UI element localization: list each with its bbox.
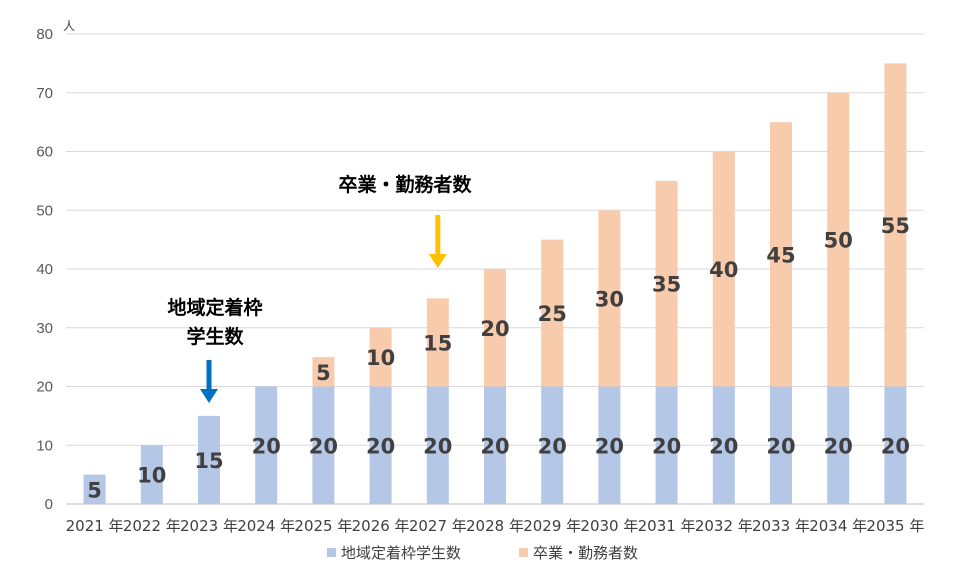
data-labels: 5 10 15 20 20 5 20 10 20 15 20 20 20 25 20 30 20 35 20 40 20… <box>87 214 910 502</box>
bar-segment <box>426 386 449 504</box>
bar-segment <box>198 415 220 504</box>
data-label: 50 <box>824 229 853 253</box>
annotation-text: 地域定着枠 <box>167 296 262 319</box>
data-label: 20 <box>538 434 567 458</box>
y-axis: 0 10 20 30 40 50 60 70 80 <box>36 26 53 513</box>
bar-segment <box>484 386 506 504</box>
y-tick-label: 40 <box>36 261 53 278</box>
x-tick-label: 2034 年 <box>809 517 867 535</box>
x-tick-label: 2024 年 <box>237 517 295 535</box>
y-tick-label: 30 <box>36 320 53 337</box>
y-tick-label: 50 <box>36 202 53 219</box>
legend-label: 卒業・勤務者数 <box>533 544 638 562</box>
bar-segment <box>541 239 564 387</box>
data-label: 45 <box>766 243 795 267</box>
annotation-arrow-head <box>200 389 218 403</box>
data-label: 15 <box>423 331 452 355</box>
data-label: 10 <box>366 346 395 370</box>
y-tick-label: 20 <box>36 379 53 396</box>
annotation-arrow-head <box>428 254 447 268</box>
x-tick-label: 2026 年 <box>352 517 410 535</box>
bar-segment <box>770 386 792 504</box>
data-label: 20 <box>652 434 681 458</box>
x-tick-label: 2032 年 <box>695 517 753 535</box>
y-tick-label: 60 <box>36 144 53 161</box>
bar-segment <box>827 92 850 387</box>
annotation-text: 卒業・勤務者数 <box>338 173 472 196</box>
y-tick-label: 70 <box>36 85 53 102</box>
legend-swatch <box>519 548 528 557</box>
bar-segment <box>83 474 106 504</box>
data-label: 20 <box>595 434 624 458</box>
annotations: 地域定着枠学生数 卒業・勤務者数 <box>167 173 472 403</box>
data-label: 20 <box>252 434 281 458</box>
x-tick-label: 2033 年 <box>752 517 810 535</box>
bars <box>83 63 907 504</box>
data-label: 20 <box>366 434 395 458</box>
data-label: 20 <box>423 434 452 458</box>
annotation-text: 学生数 <box>186 325 244 348</box>
y-unit-label: 人 <box>63 19 75 33</box>
x-tick-label: 2027 年 <box>409 517 467 535</box>
bar-segment <box>541 386 564 504</box>
legend-label: 地域定着枠学生数 <box>341 544 461 562</box>
bar-segment <box>598 210 621 387</box>
x-tick-label: 2029 年 <box>523 517 581 535</box>
bar-segment <box>655 386 678 504</box>
x-tick-label: 2035 年 <box>866 517 924 535</box>
bar-segment <box>655 180 678 387</box>
bar-segment <box>484 269 506 387</box>
x-tick-label: 2022 年 <box>123 517 181 535</box>
y-tick-label: 10 <box>36 437 53 454</box>
data-label: 20 <box>766 434 795 458</box>
data-label: 10 <box>137 464 166 488</box>
y-tick-label: 80 <box>36 26 53 43</box>
data-label: 20 <box>480 434 509 458</box>
bar-segment <box>369 386 392 504</box>
bar-segment <box>884 386 907 504</box>
bar-segment <box>598 386 621 504</box>
bar-segment <box>770 122 792 387</box>
bar-segment <box>312 386 335 504</box>
y-tick-label: 0 <box>45 496 53 513</box>
bar-segment <box>312 357 335 387</box>
data-label: 20 <box>709 434 738 458</box>
x-tick-label: 2021 年 <box>66 517 124 535</box>
bar-segment <box>827 386 850 504</box>
data-label: 55 <box>881 214 910 238</box>
data-label: 20 <box>309 434 338 458</box>
x-axis: 2021 年 2022 年 2023 年 2024 年 2025 年 2026 年 2027… <box>66 517 925 535</box>
legend-swatch <box>327 548 336 557</box>
bar-segment <box>140 445 163 504</box>
bar-segment <box>369 327 392 387</box>
x-tick-label: 2025 年 <box>294 517 352 535</box>
bar-segment <box>426 298 449 387</box>
data-label: 20 <box>824 434 853 458</box>
bar-segment <box>712 386 735 504</box>
x-tick-label: 2028 年 <box>466 517 524 535</box>
data-label: 30 <box>595 287 624 311</box>
data-label: 20 <box>480 317 509 341</box>
bar-segment <box>712 151 735 387</box>
bar-segment <box>255 386 278 504</box>
data-label: 20 <box>881 434 910 458</box>
bar-segment <box>884 63 907 387</box>
x-tick-label: 2031 年 <box>638 517 696 535</box>
data-label: 5 <box>87 478 102 502</box>
x-tick-label: 2030 年 <box>580 517 638 535</box>
data-label: 35 <box>652 273 681 297</box>
x-tick-label: 2023 年 <box>180 517 238 535</box>
data-label: 25 <box>538 302 567 326</box>
data-label: 15 <box>194 449 223 473</box>
data-label: 5 <box>316 361 331 385</box>
data-label: 40 <box>709 258 738 282</box>
legend: 地域定着枠学生数 卒業・勤務者数 <box>327 544 638 562</box>
